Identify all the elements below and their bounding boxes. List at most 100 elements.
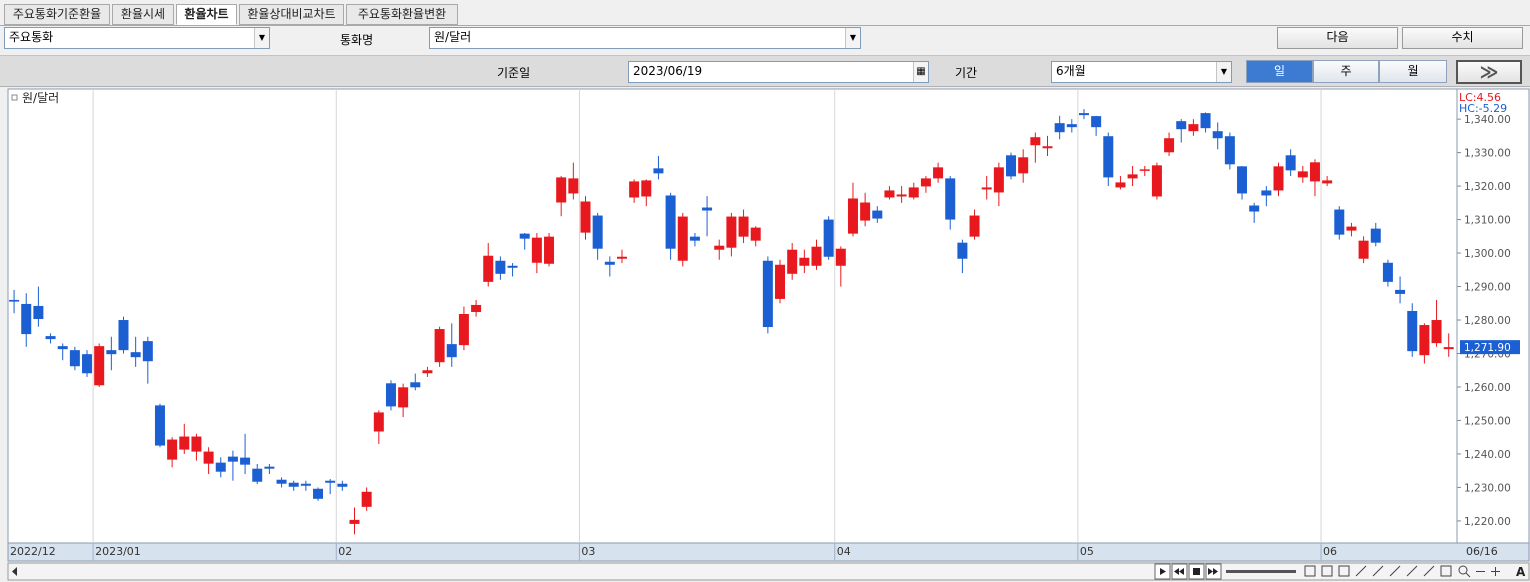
candle-body xyxy=(1309,162,1320,182)
candle-body xyxy=(556,177,567,203)
candle-body xyxy=(215,462,226,472)
y-tick-label: 1,280.00 xyxy=(1464,315,1511,327)
candle-body xyxy=(714,245,725,250)
x-tick-label: 02 xyxy=(338,545,352,558)
candle-body xyxy=(458,313,469,346)
candle-body xyxy=(1115,182,1126,188)
nav-buttons[interactable] xyxy=(1154,563,1222,580)
candle-body xyxy=(240,457,251,465)
tool-icon[interactable] xyxy=(1355,565,1435,577)
candle-body xyxy=(252,468,263,482)
scroll-left[interactable] xyxy=(12,567,17,576)
y-tick-label: 1,220.00 xyxy=(1464,516,1511,528)
select-text: 원/달러 xyxy=(434,30,472,44)
dropdown-arrow: ▼ xyxy=(254,28,269,48)
candle-body xyxy=(21,303,32,335)
tool-icon[interactable] xyxy=(1304,565,1316,577)
candle-body xyxy=(775,264,786,299)
next-button[interactable]: 다음 xyxy=(1277,27,1398,49)
candle-body xyxy=(398,387,409,408)
candle-body xyxy=(1443,347,1454,350)
candle-body xyxy=(896,194,907,197)
candle-body xyxy=(446,344,457,358)
candle-body xyxy=(799,257,810,266)
candle-body xyxy=(227,456,238,462)
candle-body xyxy=(1261,190,1272,196)
candle-body xyxy=(1188,124,1199,132)
currency-select[interactable]: 원/달러 ▼ xyxy=(429,27,861,49)
candle-body xyxy=(604,261,615,265)
tool-icon[interactable] xyxy=(1465,567,1500,578)
period-select[interactable]: 6개월 ▼ xyxy=(1051,61,1232,83)
candle-body xyxy=(762,260,773,328)
candle-body xyxy=(860,202,871,221)
candle-body xyxy=(483,255,494,282)
tab-baseline xyxy=(0,25,1530,26)
x-axis-strip xyxy=(7,542,1530,562)
candle-body xyxy=(920,178,931,187)
candle-body xyxy=(726,216,737,248)
font-button[interactable]: A xyxy=(1516,565,1526,579)
tool-icons[interactable] xyxy=(1304,565,1500,578)
tab[interactable]: 주요통화환율변환 xyxy=(346,4,458,25)
candle-body xyxy=(82,354,93,374)
candle-body xyxy=(361,491,372,507)
candle-body xyxy=(118,320,129,351)
nav-icon xyxy=(1193,568,1200,575)
calendar-icon[interactable]: ▦ xyxy=(913,62,928,82)
candle-body xyxy=(410,382,421,388)
candle-body xyxy=(1419,325,1430,356)
tab[interactable]: 환율상대비교차트 xyxy=(239,4,344,25)
tool-icon[interactable] xyxy=(1338,565,1350,577)
candle-body xyxy=(1322,180,1333,184)
candle-body xyxy=(57,346,68,350)
candle-body xyxy=(1273,166,1284,191)
candle-body xyxy=(300,483,311,486)
candle-body xyxy=(665,195,676,249)
values-button[interactable]: 수치 xyxy=(1402,27,1523,49)
dropdown-arrow: ▼ xyxy=(1216,62,1231,82)
candle-body xyxy=(1078,113,1089,116)
candle-body xyxy=(519,233,530,239)
tool-icon[interactable] xyxy=(1321,565,1333,577)
scrollbar[interactable] xyxy=(7,562,1530,581)
interval-button[interactable]: 일 xyxy=(1246,60,1313,83)
legend-label: 원/달러 xyxy=(22,91,59,105)
candle-body xyxy=(385,383,396,407)
candle-body xyxy=(981,187,992,190)
go-button[interactable]: ≫ xyxy=(1456,60,1522,84)
candle-body xyxy=(653,168,664,174)
candle-body xyxy=(94,346,105,386)
candle-body xyxy=(1431,320,1442,344)
x-tick-label: 05 xyxy=(1080,545,1094,558)
date-input[interactable]: 2023/06/19 ▦ xyxy=(628,61,929,83)
candle-body xyxy=(1224,136,1235,165)
candle-body xyxy=(1176,121,1187,130)
group-select[interactable]: 주요통화 ▼ xyxy=(4,27,270,49)
interval-button[interactable]: 주 xyxy=(1313,60,1379,83)
date-text: 2023/06/19 xyxy=(633,64,703,78)
annotation: HC:-5.29 xyxy=(1459,102,1507,115)
tool-icon[interactable] xyxy=(1440,565,1452,577)
tab[interactable]: 환율차트 xyxy=(176,4,237,25)
x-tick-label: 06 xyxy=(1323,545,1337,558)
tab[interactable]: 주요통화기준환율 xyxy=(4,4,110,25)
candle-body xyxy=(1237,166,1248,194)
tool-icon[interactable] xyxy=(1458,565,1468,575)
candle-body xyxy=(641,180,652,197)
candle-body xyxy=(1164,138,1175,153)
candle-body xyxy=(702,207,713,211)
candle-body xyxy=(33,305,44,320)
candle-body xyxy=(908,187,919,198)
interval-button[interactable]: 월 xyxy=(1379,60,1447,83)
y-tick-label: 1,310.00 xyxy=(1464,215,1511,227)
dropdown-arrow: ▼ xyxy=(845,28,860,48)
select-text: 6개월 xyxy=(1056,64,1086,78)
base-date-label: 기준일 xyxy=(497,66,531,80)
candle-body xyxy=(677,216,688,261)
tab[interactable]: 환율시세 xyxy=(112,4,174,25)
candle-body xyxy=(434,329,445,363)
candle-body xyxy=(1395,289,1406,294)
